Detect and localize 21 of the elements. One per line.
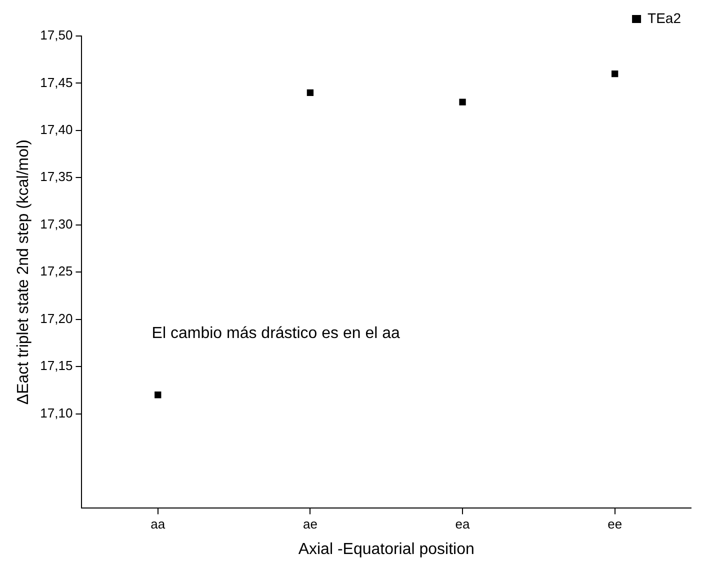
point [154, 392, 162, 398]
point [459, 98, 466, 106]
annotation: El cambio más drástico es en el aa [152, 324, 400, 342]
x-tick-label: aa [150, 516, 166, 532]
x-tick-label: ee [608, 516, 622, 532]
x-axis-title: Axial -Equatorial position [298, 540, 474, 558]
y-tick-label: 17,35 [40, 169, 73, 184]
point [306, 89, 314, 96]
x-tick-label: ea [455, 516, 471, 532]
y-tick-label: 17,50 [40, 28, 73, 43]
y-axis-title: ΔEact triplet state 2nd step (kcal/mol) [15, 140, 32, 405]
y-tick-label: 17,20 [40, 310, 73, 326]
y-tick-label: 17,25 [40, 264, 73, 279]
y-tick-label: 17,10 [40, 405, 73, 420]
legend-label: TEa2 [648, 10, 682, 26]
point [612, 70, 618, 78]
y-tick-label: 17,40 [40, 122, 73, 138]
y-tick-label: 17,30 [40, 216, 73, 232]
x-tick-label: ae [302, 516, 318, 532]
y-tick-label: 17,45 [40, 74, 73, 90]
y-tick-label: 17,15 [40, 358, 73, 374]
